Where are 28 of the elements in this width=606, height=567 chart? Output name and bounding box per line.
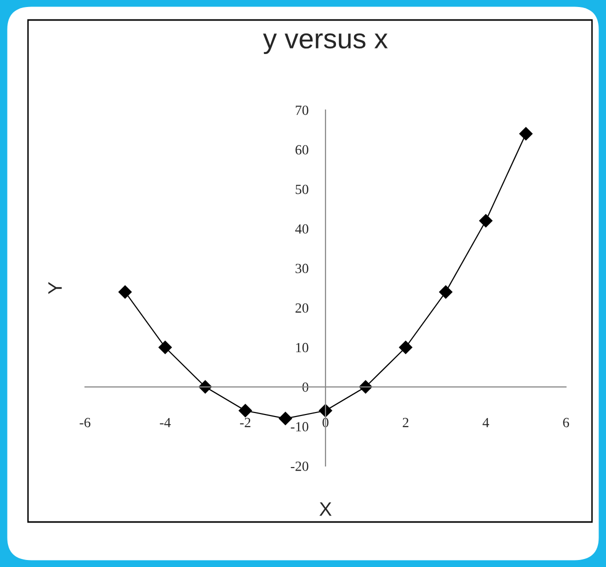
y-tick-label: 60 <box>296 145 308 155</box>
y-tick-label: 20 <box>296 303 308 313</box>
point <box>278 412 292 426</box>
x-tick-label: 0 <box>322 418 328 428</box>
y-tick-label: 10 <box>296 342 308 352</box>
y-tick-label: -10 <box>290 422 308 432</box>
point <box>118 285 132 299</box>
x-tick-label: 2 <box>402 418 408 428</box>
point <box>479 214 492 228</box>
point <box>399 340 412 354</box>
y-tick-label: -20 <box>290 462 308 471</box>
point <box>439 285 452 299</box>
chart-title: y versus x <box>263 33 388 54</box>
y-tick-label: 40 <box>295 224 308 234</box>
x-tick-label: -2 <box>240 418 250 428</box>
y-tick-label: 50 <box>296 184 308 194</box>
y-tick-label: 30 <box>296 264 308 274</box>
x-tick-label: -4 <box>160 418 171 428</box>
y-axis-title: Y <box>48 282 62 294</box>
point <box>198 380 212 394</box>
point <box>519 127 533 140</box>
x-tick-label: -6 <box>80 418 90 428</box>
x-tick-label: 4 <box>482 418 490 428</box>
point <box>238 404 252 418</box>
x-axis-title: X <box>319 502 332 516</box>
x-tick-label: 6 <box>563 418 570 428</box>
y-tick-label: 70 <box>296 106 308 115</box>
point <box>158 340 172 354</box>
